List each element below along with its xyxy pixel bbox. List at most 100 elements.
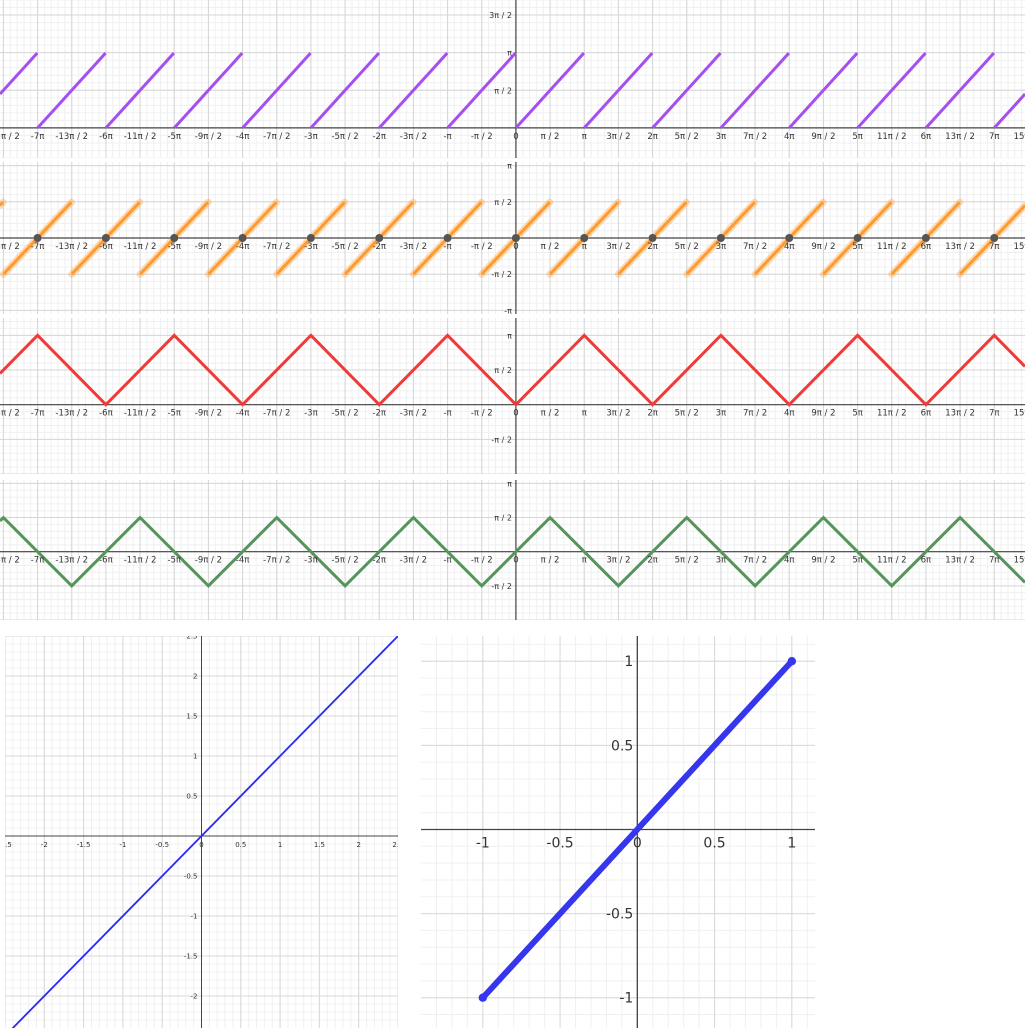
zero-point <box>306 234 315 242</box>
x-tick-label: 13π / 2 <box>945 409 975 419</box>
chart-red-triangle: -15π / 2 -7π -13π / 2 -6π -11π / 2 -5π -9π / 2… <box>0 318 1025 474</box>
x-tick-label: -π / 2 <box>471 132 493 142</box>
x-tick-label: -7π <box>31 242 45 252</box>
endpoint-dot <box>787 657 797 666</box>
x-tick-label: 4π <box>784 132 795 142</box>
x-tick-label: -π <box>443 409 451 419</box>
x-tick-label: -4π <box>236 409 250 419</box>
y-tick-label: 0.5 <box>186 792 197 800</box>
zero-point <box>443 234 452 242</box>
x-tick-label: -3π / 2 <box>400 409 427 419</box>
x-tick-label: 0 <box>633 835 642 851</box>
x-tick-label: 7π <box>989 242 1000 252</box>
x-tick-label: -13π / 2 <box>55 556 88 566</box>
y-tick-label: π / 2 <box>494 198 512 207</box>
x-tick-label: 2π <box>647 132 658 142</box>
y-tick-label: π <box>507 162 512 171</box>
y-tick-label: π / 2 <box>494 514 512 523</box>
x-tick-label: -7π / 2 <box>263 132 290 142</box>
x-tick-label: -15π / 2 <box>0 132 20 142</box>
x-tick-label: 3π <box>716 556 727 566</box>
zero-point <box>853 234 862 242</box>
x-tick-label: -4π <box>236 556 250 566</box>
x-tick-label: -4π <box>236 132 250 142</box>
y-tick-label: -1.5 <box>184 952 198 960</box>
zero-point <box>648 234 657 242</box>
x-tick-label: 11π / 2 <box>877 409 907 419</box>
x-tick-label: 6π <box>921 132 932 142</box>
x-tick-label: 4π <box>784 242 795 252</box>
x-tick-label: π / 2 <box>541 409 560 419</box>
y-tick-label: 1 <box>193 752 197 760</box>
x-tick-label: -5π / 2 <box>331 242 358 252</box>
x-tick-label: 0 <box>513 242 518 252</box>
chart-svg: -1 -0.5 0 0.5 1 -1 -0.5 0.5 1 <box>421 636 815 1028</box>
x-tick-label: -5π <box>167 242 181 252</box>
zero-point <box>921 234 930 242</box>
x-tick-label: -11π / 2 <box>124 242 157 252</box>
x-tick-label: -3π <box>304 242 318 252</box>
x-tick-label: 15π / 2 <box>1014 409 1025 419</box>
series-line <box>0 333 1025 407</box>
y-tick-label: -2 <box>191 992 198 1000</box>
x-tick-label: 3π / 2 <box>606 409 630 419</box>
x-tick-label: 9π / 2 <box>811 409 835 419</box>
zero-point <box>170 234 179 242</box>
series-line <box>0 515 1025 588</box>
zero-point <box>101 234 110 242</box>
x-tick-label: 0.5 <box>703 835 725 851</box>
y-tick-label: -π / 2 <box>491 270 512 279</box>
x-tick-label: 2 <box>356 841 360 849</box>
x-tick-label: π <box>582 242 587 252</box>
x-tick-label: -π <box>443 132 451 142</box>
x-tick-label: -2 <box>41 841 48 849</box>
x-tick-label: -5π / 2 <box>331 132 358 142</box>
y-tick-label: -π / 2 <box>491 435 512 444</box>
x-tick-label: -5π / 2 <box>331 409 358 419</box>
x-tick-label: -7π <box>31 556 45 566</box>
y-tick-label: 3π / 2 <box>489 11 512 20</box>
x-tick-label: π / 2 <box>541 556 560 566</box>
x-tick-label: 11π / 2 <box>877 242 907 252</box>
x-tick-label: -1 <box>119 841 126 849</box>
x-tick-label: -2.5 <box>5 841 12 849</box>
chart-svg: -15π / 2 -7π -13π / 2 -6π -11π / 2 -5π -9π / 2… <box>0 162 1025 314</box>
x-tick-label: 6π <box>921 556 932 566</box>
x-tick-label: -9π / 2 <box>195 242 222 252</box>
x-tick-label: -2π <box>372 242 386 252</box>
x-tick-label: 3π <box>716 242 727 252</box>
x-tick-label: -13π / 2 <box>55 409 88 419</box>
y-tick-label: -π <box>504 306 512 314</box>
x-tick-label: -9π / 2 <box>195 556 222 566</box>
x-tick-label: 7π <box>989 409 1000 419</box>
x-tick-label: 2π <box>647 556 658 566</box>
x-tick-label: -5π <box>167 556 181 566</box>
zero-point <box>580 234 589 242</box>
x-tick-label: -0.5 <box>546 835 573 851</box>
x-tick-label: 7π / 2 <box>743 409 767 419</box>
x-tick-label: -4π <box>236 242 250 252</box>
chart-green-triangle: -15π / 2 -7π -13π / 2 -6π -11π / 2 -5π -9π / 2… <box>0 480 1025 620</box>
endpoint-dot <box>478 993 488 1002</box>
x-tick-label: 9π / 2 <box>811 242 835 252</box>
y-tick-label: 1.5 <box>186 712 197 720</box>
zero-point <box>375 234 384 242</box>
x-tick-label: -5π <box>167 132 181 142</box>
x-tick-label: 5π <box>852 242 863 252</box>
x-tick-label: 6π <box>921 242 932 252</box>
y-tick-label: 0.5 <box>611 738 633 754</box>
x-tick-label: -π <box>443 242 451 252</box>
x-tick-label: -π / 2 <box>471 556 493 566</box>
x-tick-label: -13π / 2 <box>55 132 88 142</box>
x-tick-label: -3π <box>304 409 318 419</box>
chart-svg: -2.5 -2 -1.5 -1 -0.5 0 0.5 1 1.5 2 2.5 -2 -1.5 -1 -0.5… <box>5 636 398 1028</box>
x-tick-label: 9π / 2 <box>811 556 835 566</box>
x-tick-label: -7π <box>31 132 45 142</box>
zero-point <box>990 234 999 242</box>
y-tick-label: π <box>507 49 512 58</box>
y-tick-label: -0.5 <box>184 872 198 880</box>
x-tick-label: 3π / 2 <box>606 556 630 566</box>
x-tick-label: -15π / 2 <box>0 556 20 566</box>
x-tick-label: 3π / 2 <box>606 242 630 252</box>
x-tick-label: -2π <box>372 132 386 142</box>
